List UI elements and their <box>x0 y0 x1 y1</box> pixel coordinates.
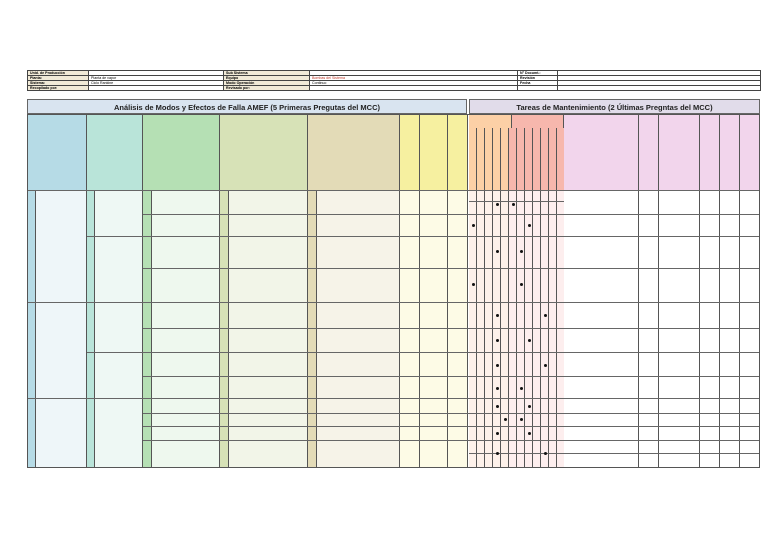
decision-mark <box>495 431 499 435</box>
minor-row-line <box>143 328 760 329</box>
decision-mark <box>527 338 531 342</box>
function-column-body <box>27 190 87 467</box>
header-value[interactable] <box>88 85 224 91</box>
decision-mark <box>495 313 499 317</box>
function-column-stripe <box>27 190 36 467</box>
task-column-header <box>659 115 700 190</box>
fine-row-line <box>143 440 760 441</box>
decision-group-header-orange <box>469 115 512 128</box>
decision-mark <box>543 451 547 455</box>
task-column-header <box>564 115 639 190</box>
decision-column-header <box>549 128 557 190</box>
decision-column-header <box>525 128 533 190</box>
evaluation-column-header <box>420 115 448 190</box>
header-label <box>517 85 558 91</box>
decision-column-header <box>517 128 525 190</box>
minor-row-line <box>143 376 760 377</box>
decision-column-header <box>501 128 509 190</box>
task-column-header <box>740 115 760 190</box>
decision-mark <box>495 338 499 342</box>
evaluation-column-header <box>448 115 468 190</box>
decision-mark <box>519 282 523 286</box>
decision-column-header <box>485 128 493 190</box>
failure-mode-column-header <box>143 115 220 190</box>
minor-row-line <box>143 214 760 215</box>
function-column-header <box>27 115 87 190</box>
decision-mark <box>503 417 507 421</box>
decision-column-header <box>469 128 477 190</box>
decision-mark <box>511 202 515 206</box>
decision-mark <box>495 202 499 206</box>
decision-mark <box>495 363 499 367</box>
header-value[interactable] <box>557 85 761 91</box>
decision-mark <box>495 451 499 455</box>
consequence-column-header <box>308 115 400 190</box>
minor-row-line <box>143 268 760 269</box>
group-row-line <box>87 352 760 353</box>
header-separator <box>27 190 760 191</box>
decision-column-header <box>493 128 501 190</box>
header-row: Recopilado por: Revisado por: <box>27 85 761 91</box>
minor-row-line <box>143 426 760 427</box>
failure-effect-column-header <box>220 115 308 190</box>
header-label: Revisado por: <box>223 85 310 91</box>
decision-mark <box>519 386 523 390</box>
fine-row-line <box>143 413 760 414</box>
decision-column-header <box>533 128 541 190</box>
decision-mark <box>527 223 531 227</box>
task-column-header <box>700 115 720 190</box>
decision-mark <box>471 282 475 286</box>
decision-column-header <box>541 128 549 190</box>
task-column-header <box>720 115 740 190</box>
decision-mark <box>519 417 523 421</box>
major-row-line <box>27 302 760 303</box>
decision-mark <box>495 386 499 390</box>
amef-section-title: Análisis de Modos y Efectos de Falla AME… <box>27 99 467 114</box>
evaluation-column-header <box>400 115 420 190</box>
task-column-header <box>639 115 659 190</box>
decision-group-header-salmon <box>512 115 564 128</box>
decision-mark <box>471 223 475 227</box>
fine-row-line <box>469 201 564 202</box>
header-label: Recopilado por: <box>27 85 89 91</box>
fine-row-line <box>469 453 760 454</box>
functional-failure-column-stripe <box>87 190 95 467</box>
functional-failure-column-body <box>87 190 143 467</box>
decision-mark <box>519 249 523 253</box>
decision-mark <box>543 363 547 367</box>
decision-mark <box>527 431 531 435</box>
decision-column-header <box>509 128 517 190</box>
header-value[interactable] <box>309 85 518 91</box>
decision-mark <box>527 404 531 408</box>
maintenance-section-title: Tareas de Mantenimiento (2 Últimas Pregn… <box>469 99 760 114</box>
group-row-line <box>87 236 760 237</box>
functional-failure-column-header <box>87 115 143 190</box>
decision-mark <box>495 404 499 408</box>
decision-mark <box>495 249 499 253</box>
document-header-table: Unid. de Producción Sub Sistema N° Docum… <box>27 70 761 91</box>
major-row-line <box>27 398 760 399</box>
decision-mark <box>543 313 547 317</box>
decision-column-header <box>477 128 485 190</box>
